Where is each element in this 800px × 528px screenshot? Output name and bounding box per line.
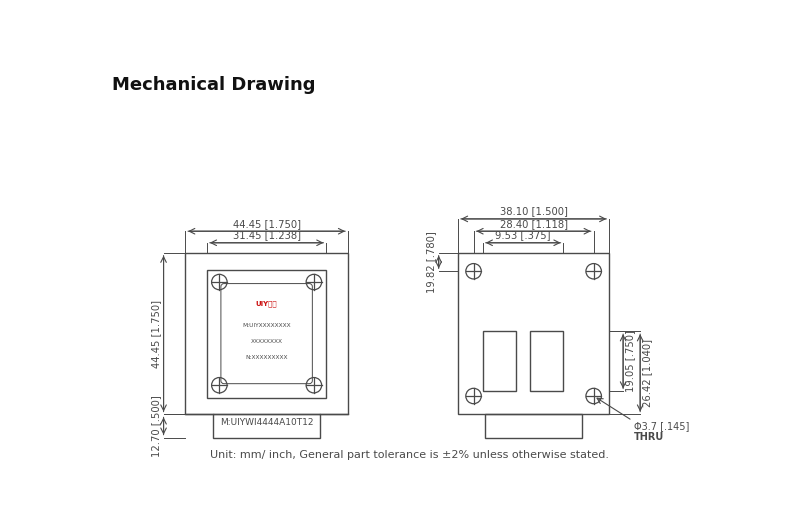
Text: M:UIYWI4444A10T12: M:UIYWI4444A10T12 <box>220 418 314 427</box>
Text: N:XXXXXXXXX: N:XXXXXXXXX <box>246 355 288 360</box>
Bar <box>485 414 582 438</box>
Text: M:UIYXXXXXXXX: M:UIYXXXXXXXX <box>242 323 291 328</box>
Bar <box>213 414 320 438</box>
Text: THRU: THRU <box>634 432 664 442</box>
Bar <box>530 332 563 391</box>
Text: 44.45 [1.750]: 44.45 [1.750] <box>151 299 162 367</box>
Bar <box>458 253 609 414</box>
Text: 9.53 [.375]: 9.53 [.375] <box>495 230 551 240</box>
Text: 44.45 [1.750]: 44.45 [1.750] <box>233 219 301 229</box>
Text: XXXXXXXX: XXXXXXXX <box>250 339 282 344</box>
Text: 26.42 [1.040]: 26.42 [1.040] <box>642 339 653 407</box>
Text: Unit: mm/ inch, General part tolerance is ±2% unless otherwise stated.: Unit: mm/ inch, General part tolerance i… <box>210 450 610 460</box>
Text: 28.40 [1.118]: 28.40 [1.118] <box>500 219 568 229</box>
Bar <box>483 332 516 391</box>
Bar <box>186 253 348 414</box>
Bar <box>207 270 326 398</box>
Text: 38.10 [1.500]: 38.10 [1.500] <box>500 206 567 216</box>
Text: Mechanical Drawing: Mechanical Drawing <box>112 76 315 93</box>
Text: UIY优链: UIY优链 <box>256 300 278 307</box>
Text: 19.05 [.750]: 19.05 [.750] <box>626 331 635 392</box>
Text: 12.70 [.500]: 12.70 [.500] <box>151 395 162 457</box>
Text: 31.45 [1.238]: 31.45 [1.238] <box>233 230 301 240</box>
Text: 19.82 [.780]: 19.82 [.780] <box>426 231 436 293</box>
Text: Φ3.7 [.145]: Φ3.7 [.145] <box>634 421 690 431</box>
